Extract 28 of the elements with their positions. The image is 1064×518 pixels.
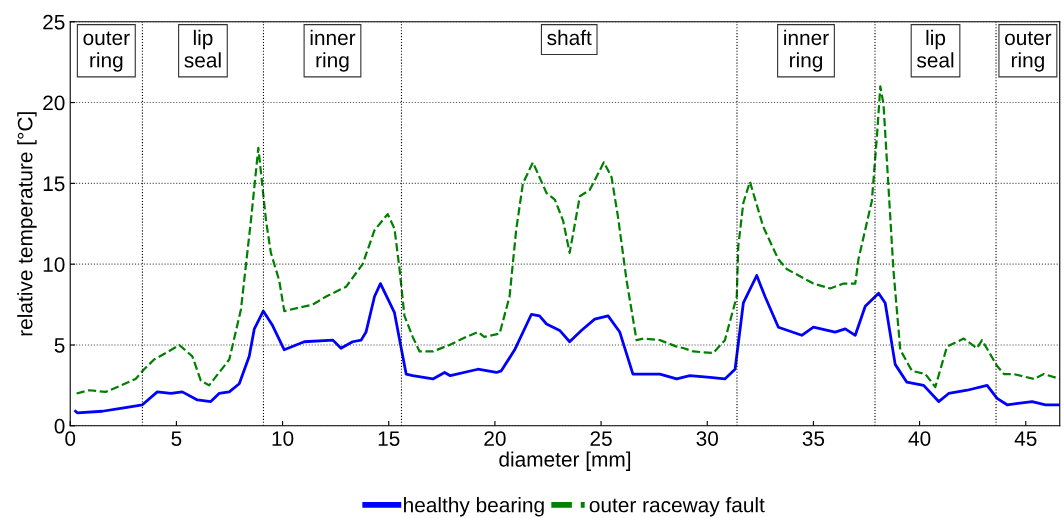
x-tick-label: 10 — [272, 431, 294, 446]
legend-label: healthy bearing — [404, 497, 544, 517]
y-tick-label: 25 — [43, 14, 65, 30]
annotation: shaft — [547, 29, 592, 46]
x-tick-label: 30 — [696, 431, 719, 446]
x-tick-label: 25 — [590, 431, 612, 446]
x-axis-title: diameter [mm] — [499, 451, 631, 471]
annotation: inner ring — [784, 29, 829, 72]
annotation: outer ring — [83, 31, 130, 72]
x-tick-label: 45 — [1014, 431, 1037, 446]
line-series — [74, 274, 1060, 415]
x-tick-label: 20 — [484, 431, 506, 446]
y-tick-label: 5 — [54, 338, 65, 353]
x-tick-label: 15 — [378, 431, 400, 446]
y-axis-title: relative temperature [°C] — [17, 112, 37, 336]
annotation: lip seal — [184, 29, 221, 68]
y-tick-label: 15 — [43, 176, 65, 192]
annotation: lip seal — [916, 29, 954, 68]
annotation: inner ring — [310, 29, 356, 72]
x-tick-label: 40 — [908, 431, 931, 446]
y-tick-label: 20 — [43, 95, 65, 111]
y-tick-label: 10 — [43, 257, 65, 272]
x-tick-label: 35 — [802, 431, 825, 446]
legend-label: outer raceway fault — [589, 497, 765, 517]
x-tick-label: 0 — [65, 431, 76, 446]
y-tick-label: 0 — [54, 418, 65, 434]
x-tick-label: 5 — [171, 431, 182, 446]
annotation: outer ring — [1005, 31, 1052, 72]
